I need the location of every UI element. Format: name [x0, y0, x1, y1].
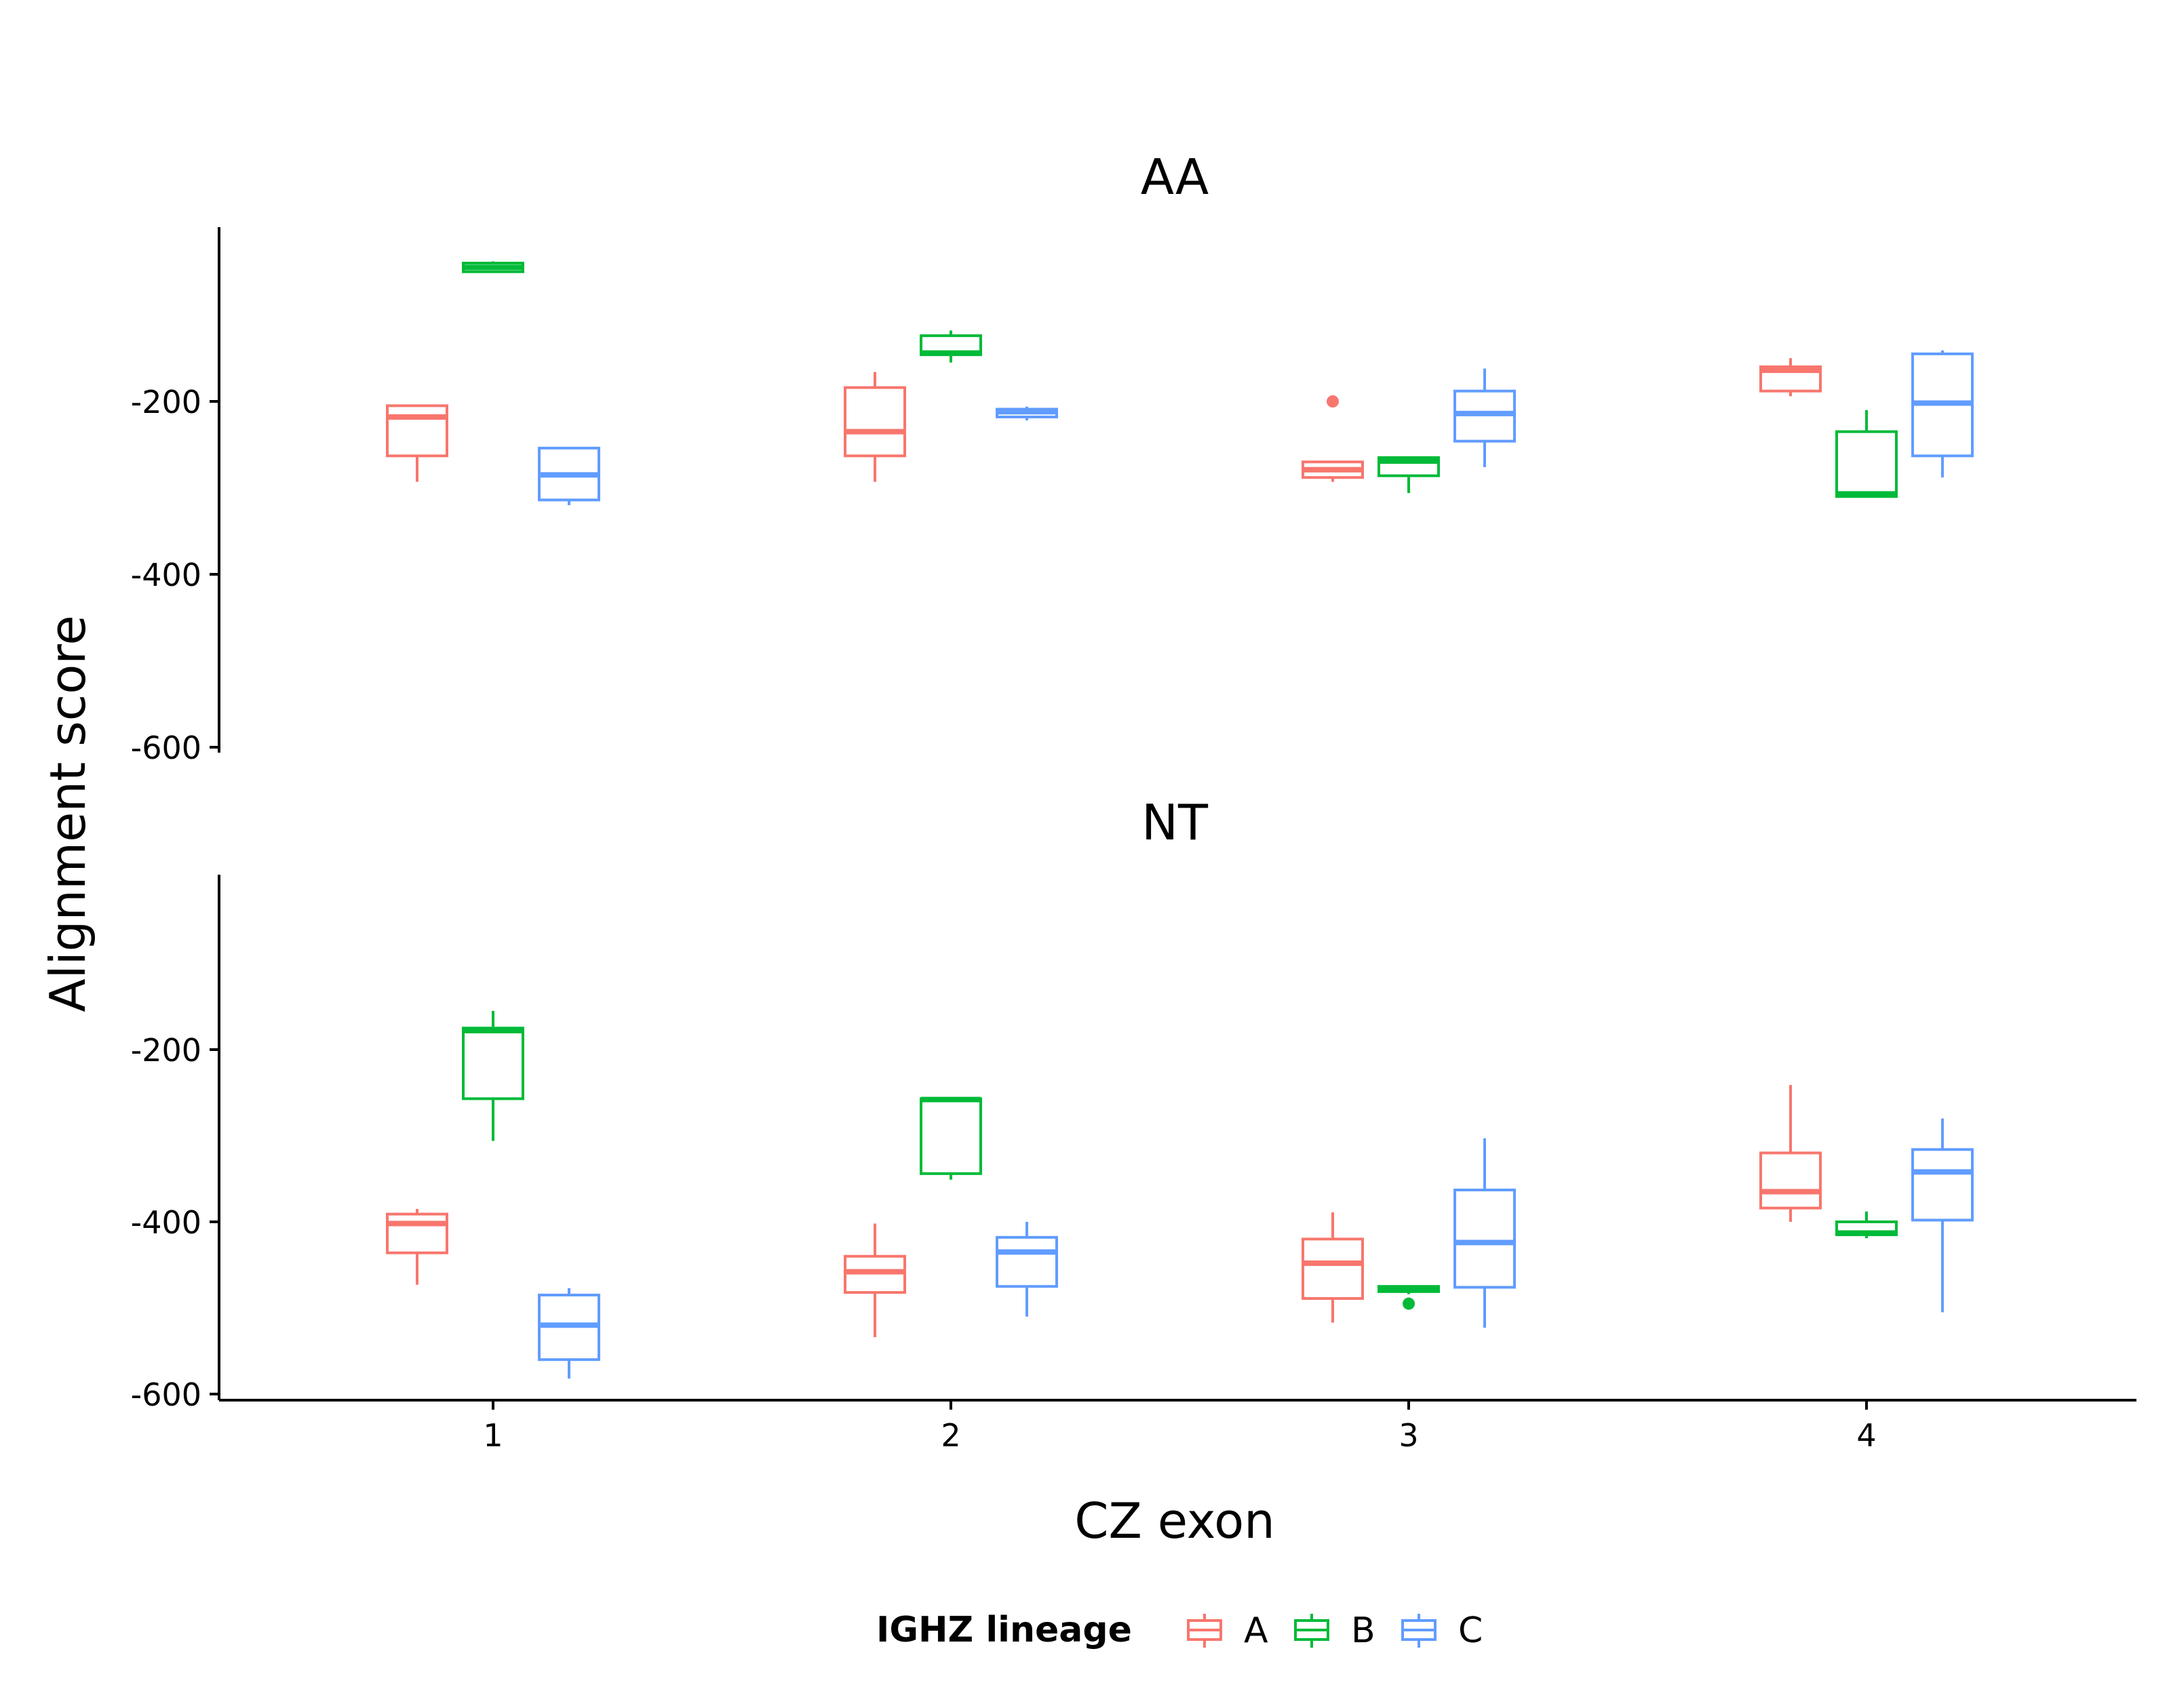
box-c-exon-1 — [538, 1288, 600, 1379]
outlier-point — [1403, 1297, 1415, 1310]
legend-label: A — [1244, 1610, 1268, 1651]
y-tick-label: -600 — [131, 730, 201, 766]
box-a-exon-2 — [844, 1223, 906, 1338]
box-iqr — [386, 404, 448, 458]
y-axis-title: Alignment score — [39, 615, 96, 1012]
x-tick-label: 2 — [941, 1417, 960, 1454]
box-c-exon-2 — [996, 1222, 1058, 1317]
box-c-exon-4 — [1911, 1118, 1974, 1313]
box-c-exon-4 — [1911, 350, 1974, 478]
box-iqr — [1911, 1148, 1974, 1222]
outlier-point — [1327, 395, 1339, 408]
box-a-exon-1 — [386, 404, 448, 482]
facet-title-nt: NT — [1141, 794, 1209, 851]
legend-item-c: C — [1401, 1610, 1483, 1651]
box-c-exon-1 — [538, 446, 600, 505]
box-iqr — [996, 1235, 1058, 1288]
x-axis: 1 2 3 4 — [483, 1400, 1877, 1454]
facet-panel-aa: -200 -400 -600 — [131, 227, 1974, 766]
box-a-exon-4 — [1759, 358, 1822, 397]
legend-item-b: B — [1294, 1610, 1375, 1651]
x-tick-label: 4 — [1856, 1417, 1876, 1454]
box-iqr — [844, 386, 906, 458]
box-b-exon-2 — [920, 1096, 982, 1180]
box-b-exon-3 — [1377, 1285, 1440, 1310]
box-a-exon-4 — [1759, 1085, 1822, 1222]
box-b-exon-1 — [462, 261, 524, 273]
facet-title-aa: AA — [1141, 148, 1209, 205]
box-iqr — [1759, 1151, 1822, 1210]
legend-items: A B C — [1187, 1610, 1483, 1651]
box-a-exon-1 — [386, 1208, 448, 1285]
box-b-exon-4 — [1835, 1211, 1898, 1239]
box-a-exon-3 — [1302, 395, 1364, 482]
box-c-exon-3 — [1453, 368, 1516, 467]
box-iqr — [1453, 1189, 1516, 1289]
legend-title: IGHZ lineage — [876, 1610, 1132, 1650]
y-tick-label: -600 — [131, 1376, 201, 1413]
box-iqr — [386, 1212, 448, 1254]
box-iqr — [920, 1097, 982, 1175]
y-tick-label: -400 — [131, 557, 201, 593]
y-tick-label: -200 — [131, 1032, 201, 1069]
legend: IGHZ lineage A B C — [876, 1610, 1483, 1651]
x-axis-title: CZ exon — [1074, 1492, 1275, 1549]
legend-item-a: A — [1187, 1610, 1268, 1651]
box-c-exon-3 — [1453, 1138, 1516, 1328]
box-b-exon-3 — [1377, 456, 1440, 494]
box-iqr — [462, 1027, 524, 1100]
x-tick-label: 3 — [1399, 1417, 1418, 1454]
box-c-exon-2 — [996, 406, 1058, 421]
box-a-exon-2 — [844, 372, 906, 482]
box-b-exon-4 — [1835, 410, 1898, 498]
x-tick-label: 1 — [483, 1417, 503, 1454]
y-tick-label: -400 — [131, 1204, 201, 1241]
y-tick-label: -200 — [131, 384, 201, 420]
box-iqr — [1835, 430, 1898, 498]
box-b-exon-1 — [462, 1010, 524, 1141]
box-a-exon-3 — [1302, 1212, 1364, 1323]
box-b-exon-2 — [920, 330, 982, 363]
legend-label: B — [1351, 1610, 1375, 1651]
box-iqr — [1302, 1237, 1364, 1300]
facet-panel-nt: -200 -400 -600 — [131, 875, 2136, 1413]
legend-label: C — [1458, 1610, 1483, 1651]
